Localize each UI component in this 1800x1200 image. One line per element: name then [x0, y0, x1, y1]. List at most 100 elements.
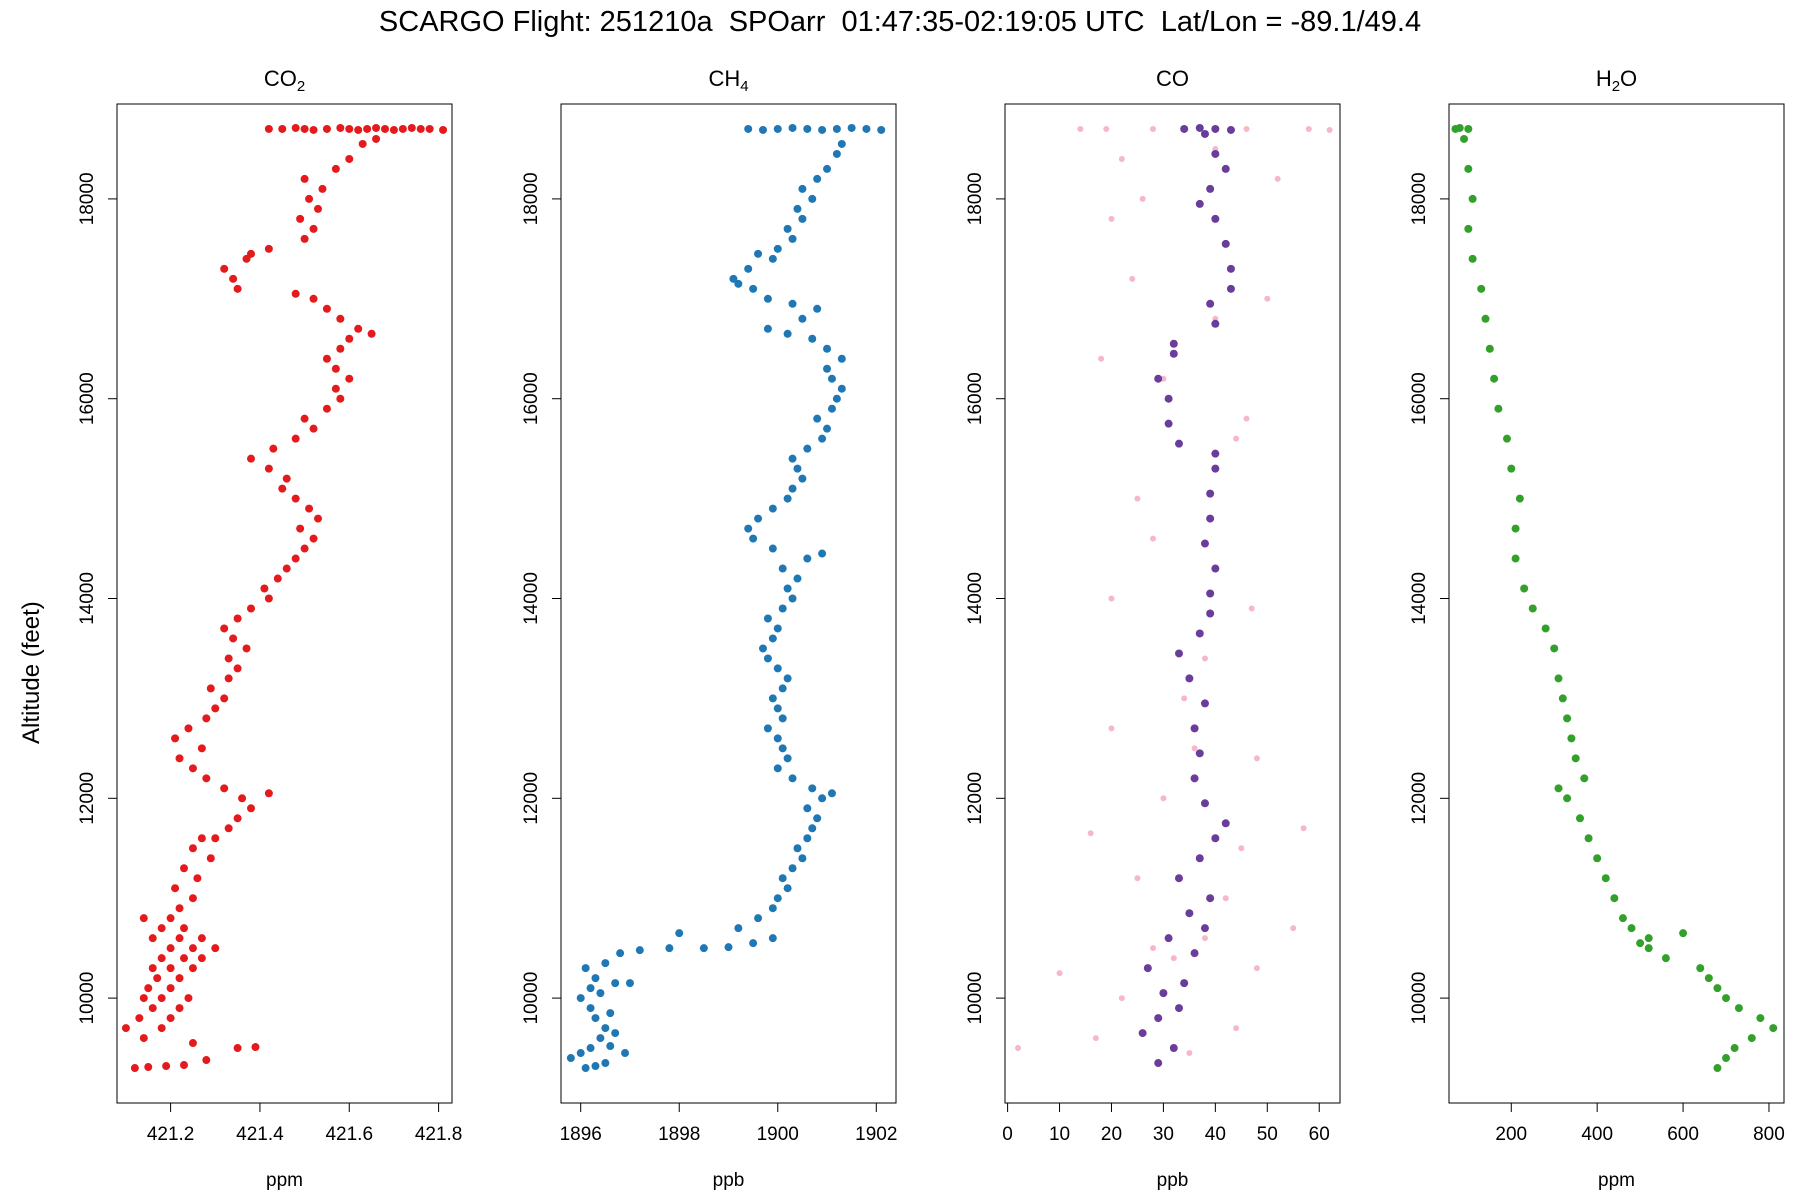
co2-point — [202, 1056, 211, 1065]
ch4-point — [754, 514, 763, 523]
ch4-point — [823, 344, 832, 353]
ch4-point — [581, 964, 590, 973]
h2o-point — [1541, 624, 1550, 633]
co-point — [1150, 945, 1157, 952]
co-point — [1092, 1035, 1099, 1042]
ch4-point — [783, 329, 792, 338]
h2o-point — [1511, 554, 1520, 563]
co-point — [1181, 695, 1188, 702]
h2o-point — [1610, 894, 1619, 903]
co2-point — [211, 704, 220, 713]
co-point — [1129, 275, 1136, 282]
ch4-point — [793, 574, 802, 583]
ch4-point — [606, 1009, 615, 1018]
h2o-point — [1464, 124, 1473, 133]
co2-point — [220, 694, 229, 703]
co-point — [1185, 674, 1194, 683]
ch4-point — [768, 254, 777, 263]
co2-point — [224, 654, 233, 663]
ch4-point — [768, 904, 777, 913]
h2o-point — [1464, 164, 1473, 173]
ch4-point — [813, 174, 822, 183]
h2o-point — [1515, 494, 1524, 503]
ch4-point — [749, 939, 758, 948]
co2-point — [193, 874, 202, 883]
ch4-point — [665, 944, 674, 953]
ch4-point — [778, 604, 787, 613]
h2o-point — [1584, 834, 1593, 843]
co2-point — [157, 924, 166, 933]
ch4-point — [763, 324, 772, 333]
co-point — [1103, 125, 1110, 132]
h2o-point — [1747, 1034, 1756, 1043]
ch4-point — [591, 1062, 600, 1071]
co2-point — [184, 994, 193, 1003]
ch4-point — [813, 304, 822, 313]
co-point — [1211, 124, 1220, 133]
co2-point — [144, 984, 153, 993]
x-axis-label: ppm — [266, 1170, 303, 1191]
co2-point — [305, 504, 314, 513]
ch4-point — [749, 284, 758, 293]
x-tick-label: 40 — [1205, 1124, 1226, 1145]
co-point — [1134, 495, 1141, 502]
h2o-point — [1528, 604, 1537, 613]
y-tick-label: 12000 — [521, 772, 542, 825]
co2-point — [229, 274, 238, 283]
x-tick-label: 400 — [1581, 1124, 1613, 1145]
co2-point — [300, 544, 309, 553]
co-point — [1211, 214, 1220, 223]
co2-point — [166, 914, 175, 923]
ch4-point — [832, 394, 841, 403]
y-tick-label: 10000 — [521, 972, 542, 1025]
co2-point — [336, 394, 345, 403]
co2-point — [331, 164, 340, 173]
co-point — [1138, 1029, 1147, 1038]
h2o-point — [1511, 524, 1520, 533]
co2-point — [309, 125, 318, 134]
ch4-point — [788, 454, 797, 463]
panel-title: CO — [1156, 66, 1189, 91]
h2o-point — [1722, 1054, 1731, 1063]
ch4-point — [813, 814, 822, 823]
ch4-point — [818, 794, 827, 803]
h2o-point — [1618, 914, 1627, 923]
co2-point — [171, 884, 180, 893]
co2-point — [345, 334, 354, 343]
ch4-point — [773, 764, 782, 773]
co-point — [1201, 935, 1208, 942]
ch4-point — [788, 774, 797, 783]
co2-point — [318, 184, 327, 193]
y-tick-label: 12000 — [965, 772, 986, 825]
co2-point — [300, 124, 309, 133]
co2-point — [171, 734, 180, 743]
h2o-point — [1554, 674, 1563, 683]
ch4-point — [837, 139, 846, 148]
co2-point — [206, 684, 215, 693]
co2-point — [184, 724, 193, 733]
co2-point — [363, 124, 372, 133]
h2o-point — [1580, 774, 1589, 783]
co-point — [1195, 854, 1204, 863]
co2-point — [260, 584, 269, 593]
x-tick-label: 421.2 — [147, 1124, 195, 1145]
co2-point — [157, 954, 166, 963]
h2o-point — [1455, 123, 1464, 132]
co2-point — [264, 464, 273, 473]
co2-point — [309, 294, 318, 303]
co2-point — [314, 204, 322, 213]
x-axis-label: ppb — [713, 1170, 745, 1191]
y-tick-label: 14000 — [77, 572, 98, 625]
x-tick-label: 30 — [1153, 1124, 1174, 1145]
co2-point — [175, 934, 184, 943]
co2-point — [345, 374, 354, 383]
panel-title: H2O — [1596, 66, 1637, 95]
ch4-point — [783, 224, 792, 233]
ch4-point — [581, 1064, 590, 1073]
ch4-point — [783, 754, 792, 763]
co2-point — [282, 474, 291, 483]
co2-point — [300, 174, 309, 183]
co2-point — [345, 124, 354, 133]
co2-point — [416, 124, 425, 133]
ch4-point — [699, 944, 708, 953]
